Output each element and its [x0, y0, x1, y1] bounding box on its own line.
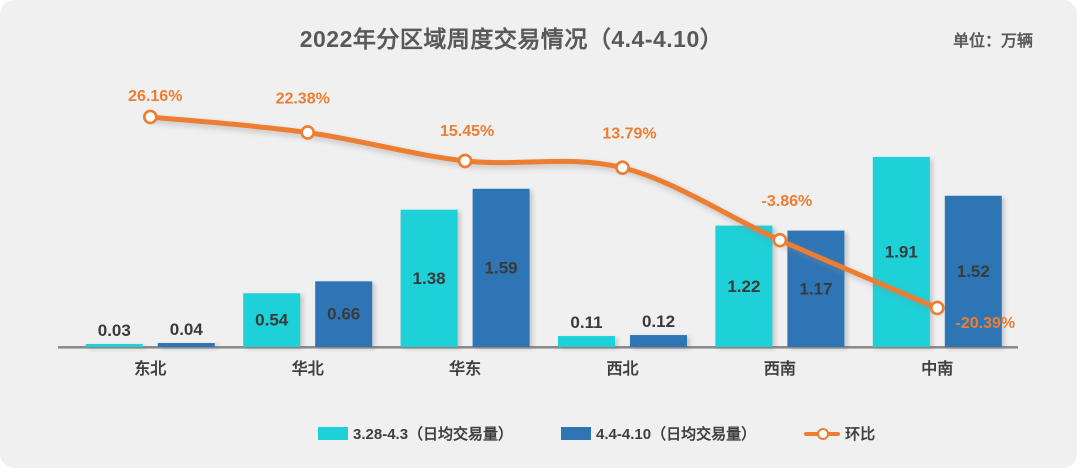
legend-label-week2: 4.4-4.10（日均交易量） — [596, 426, 757, 443]
huanbi-percent-label: 22.38% — [276, 90, 330, 107]
bar-value-label: 0.04 — [170, 320, 204, 339]
bar-series1-5 — [872, 156, 930, 347]
line-point-marker — [300, 125, 316, 140]
legend: 3.28-4.3（日均交易量） 4.4-4.10（日均交易量） 环比 — [318, 423, 875, 444]
bar-series1-1 — [243, 293, 301, 347]
line-point-marker — [143, 109, 158, 125]
bar-series2-3 — [630, 335, 687, 347]
category-label: 东北 — [134, 359, 166, 378]
bar-value-label: 1.22 — [727, 277, 760, 296]
legend-label-huanbi: 环比 — [845, 426, 876, 443]
chart-title: 2022年分区域周度交易情况（4.4-4.10） — [299, 26, 724, 52]
bar-series1-3 — [558, 336, 615, 347]
bar-series2-2 — [472, 188, 530, 347]
bar-value-label: 1.38 — [413, 269, 446, 288]
legend-item-huanbi[interactable]: 环比 — [804, 423, 875, 444]
legend-item-week1[interactable]: 3.28-4.3（日均交易量） — [318, 423, 513, 444]
category-label: 华东 — [449, 359, 481, 378]
huanbi-percent-label: -3.86% — [762, 193, 813, 210]
bar-value-label: 0.54 — [255, 311, 289, 330]
line-point-marker — [772, 232, 788, 248]
bar-value-label: 1.52 — [957, 262, 990, 281]
category-label: 中南 — [921, 359, 953, 378]
unit-label: 单位：万辆 — [952, 33, 1033, 50]
legend-line-dot-icon — [804, 427, 841, 440]
bar-value-label: 1.17 — [799, 279, 832, 298]
legend-label-week1: 3.28-4.3（日均交易量） — [353, 426, 514, 443]
line-point-marker — [615, 160, 630, 176]
line-point-marker — [457, 153, 473, 169]
bar-series1-2 — [400, 209, 458, 347]
bar-value-label: 0.66 — [327, 305, 360, 324]
bar-series2-5 — [944, 195, 1002, 347]
legend-swatch-week1 — [318, 427, 348, 440]
bar-value-label: 0.11 — [570, 313, 602, 332]
bar-value-label: 1.59 — [485, 258, 518, 277]
line-point-marker — [929, 300, 945, 316]
category-label: 西北 — [606, 360, 638, 378]
bar-series2-1 — [315, 281, 373, 347]
legend-swatch-week2 — [561, 427, 592, 440]
category-label: 华北 — [292, 359, 324, 378]
category-label: 西南 — [764, 359, 796, 378]
huanbi-percent-label: 26.16% — [128, 88, 182, 105]
bar-value-label: 0.03 — [98, 321, 131, 340]
x-axis-line — [58, 346, 1018, 349]
bar-value-label: 1.91 — [885, 242, 918, 261]
huanbi-percent-label: 13.79% — [602, 126, 656, 143]
bar-series2-0 — [157, 343, 215, 347]
huanbi-percent-label: 15.45% — [440, 123, 494, 140]
bar-series1-0 — [85, 344, 143, 347]
huanbi-percent-label: -20.39% — [956, 315, 1016, 332]
huanbi-line — [147, 114, 940, 311]
chart-plot-area: 0.03 0.54 1.38 0.11 1.22 1.91 0.04 0.66 1.59 0.12… — [58, 88, 1018, 378]
legend-item-week2[interactable]: 4.4-4.10（日均交易量） — [561, 423, 756, 444]
bar-series1-4 — [715, 225, 773, 347]
bar-value-label: 0.12 — [642, 312, 675, 331]
